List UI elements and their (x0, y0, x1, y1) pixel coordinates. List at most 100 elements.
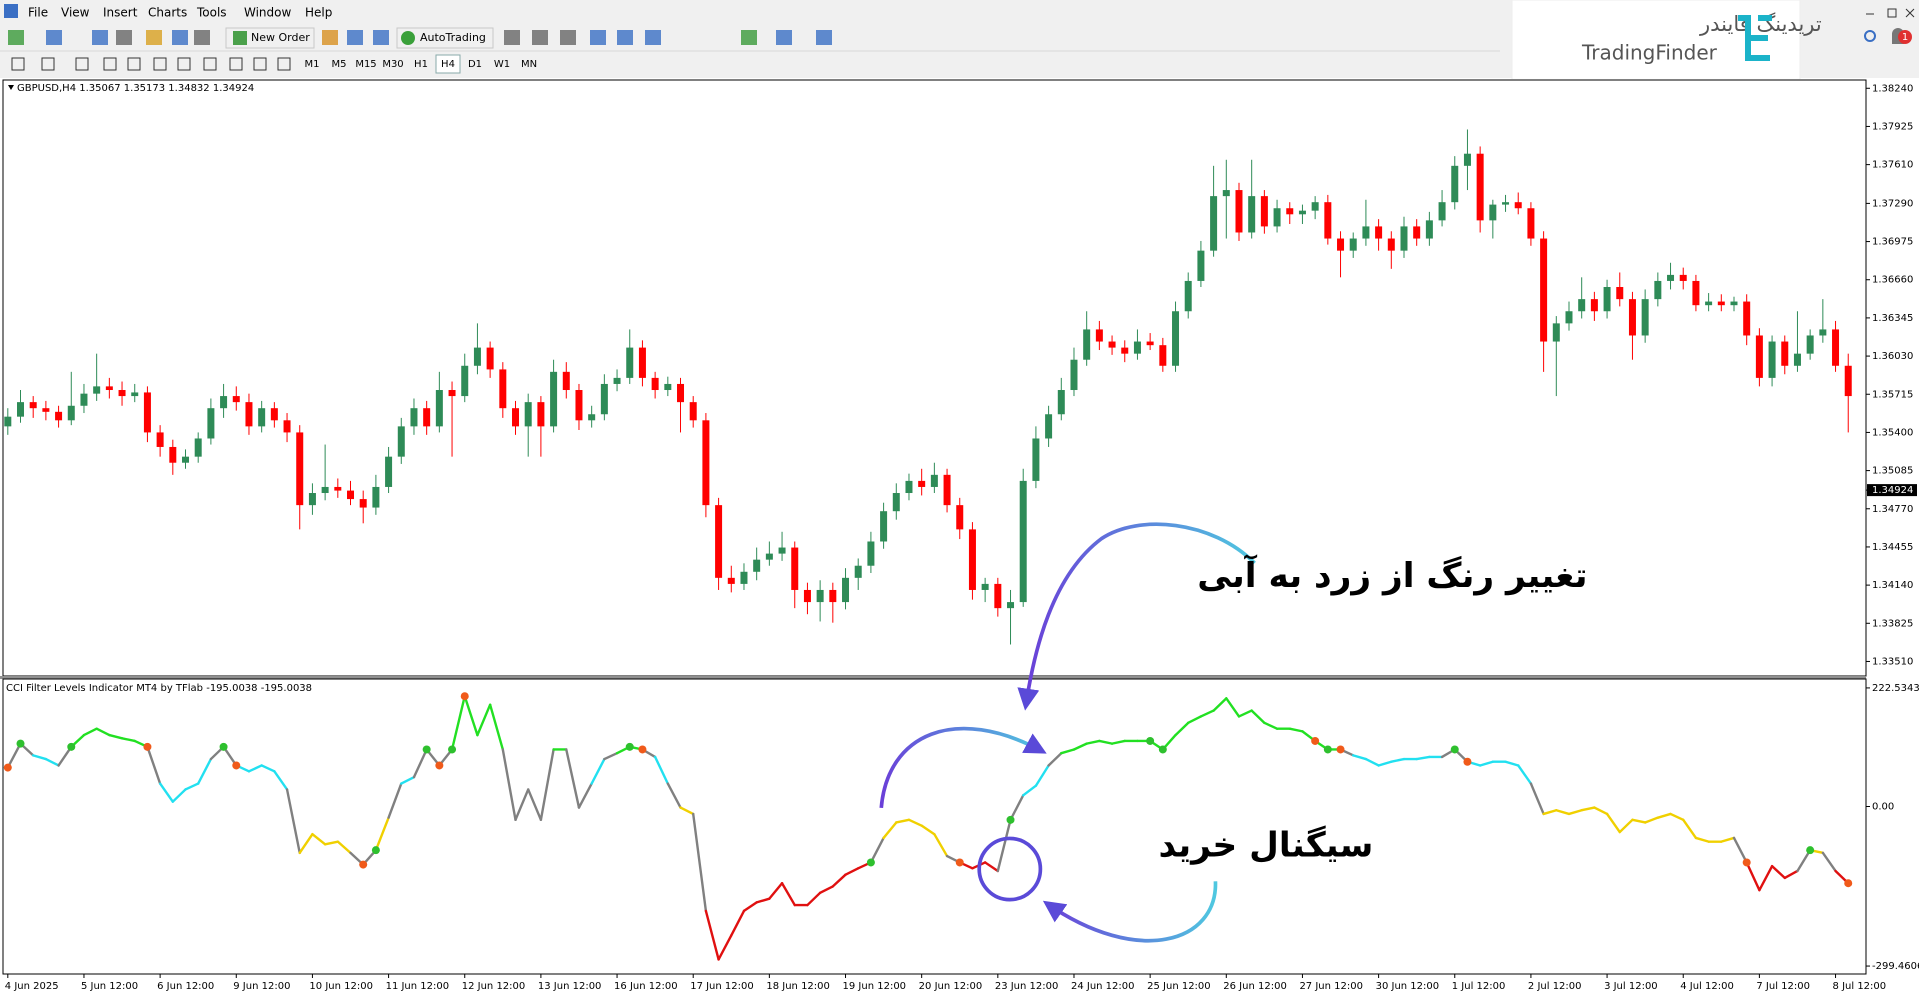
cci-segment (1009, 794, 1025, 822)
x-tick-label: 30 Jun 12:00 (1376, 981, 1440, 992)
drawing-tool[interactable] (75, 57, 89, 71)
timeframe-button[interactable]: M30 (382, 59, 403, 70)
candle-body (842, 577, 850, 603)
menu-item[interactable]: Tools (196, 6, 227, 20)
toolbar-button[interactable] (532, 30, 548, 45)
toolbar-button[interactable] (194, 30, 210, 45)
new-order-button[interactable] (225, 27, 315, 49)
menu-item[interactable]: Insert (103, 6, 138, 20)
indicator-panel (2, 678, 1867, 975)
signal-dot (866, 858, 875, 867)
toolbar-button[interactable] (116, 30, 132, 45)
candle-body (1755, 335, 1763, 378)
x-tick-label: 16 Jun 12:00 (614, 981, 678, 992)
cci-segment (1631, 818, 1647, 824)
timeframe-button[interactable]: W1 (494, 59, 510, 70)
drawing-tool[interactable] (203, 57, 217, 71)
timeframe-button[interactable]: M1 (305, 59, 320, 70)
signal-dot (1450, 745, 1459, 754)
drawing-tool[interactable] (153, 57, 167, 71)
close-button[interactable] (1905, 8, 1915, 18)
drawing-tool[interactable] (11, 57, 25, 71)
toolbar-button[interactable] (504, 30, 520, 45)
cci-segment (1060, 748, 1076, 755)
toolbar-button[interactable] (172, 30, 188, 45)
restore-button[interactable] (1887, 8, 1897, 18)
toolbar-button[interactable] (776, 30, 792, 45)
candle-body (1311, 202, 1319, 211)
cci-segment (920, 824, 936, 836)
x-tick-label: 8 Jul 12:00 (1833, 981, 1887, 992)
candle-body (1819, 329, 1827, 336)
candle-body (182, 456, 190, 463)
candle-body (1095, 329, 1103, 342)
candle-body (105, 386, 113, 391)
signal-dot (638, 745, 647, 754)
menu-item[interactable]: Help (305, 6, 332, 20)
candle-body (550, 371, 558, 427)
drawing-tool[interactable] (177, 57, 191, 71)
cci-segment (1174, 721, 1190, 737)
candle-body (1654, 280, 1662, 300)
y-tick-label: 1.36030 (1872, 351, 1913, 362)
cci-segment (1187, 715, 1203, 725)
toolbar-button[interactable] (590, 30, 606, 45)
candle-body (1616, 287, 1624, 300)
toolbar-button[interactable] (322, 30, 338, 45)
y-tick-label: 1.35400 (1872, 427, 1913, 438)
cci-segment (1072, 742, 1088, 751)
candle-body (1375, 226, 1383, 239)
drawing-tool[interactable] (253, 57, 267, 71)
toolbar-button[interactable] (741, 30, 757, 45)
timeframe-button[interactable]: D1 (468, 59, 482, 70)
candle-body (156, 432, 164, 447)
toolbar-button[interactable] (46, 30, 62, 45)
toolbar-button[interactable] (645, 30, 661, 45)
y-tick-label: 1.33510 (1872, 656, 1913, 667)
toolbar-button[interactable] (347, 30, 363, 45)
candle-body (664, 383, 672, 391)
menu-item[interactable]: View (61, 6, 90, 20)
toolbar-button[interactable] (92, 30, 108, 45)
x-tick-label: 13 Jun 12:00 (538, 981, 602, 992)
signal-dot (1158, 745, 1167, 754)
timeframe-button[interactable]: H4 (441, 59, 455, 70)
signal-dot (448, 745, 457, 754)
drawing-tool[interactable] (229, 57, 243, 71)
cci-segment (1669, 812, 1685, 822)
timeframe-button[interactable]: H1 (414, 59, 428, 70)
cci-segment (514, 788, 530, 822)
y-tick-label: 1.34770 (1872, 504, 1913, 515)
drawing-tool[interactable] (103, 57, 117, 71)
cci-segment (108, 733, 124, 740)
drawing-tool[interactable] (41, 57, 55, 71)
candle-body (867, 541, 875, 566)
candle-body (143, 392, 151, 433)
toolbar-button[interactable] (8, 30, 24, 45)
timeframe-button[interactable]: M15 (355, 59, 376, 70)
toolbar-button[interactable] (617, 30, 633, 45)
toolbar-button[interactable] (146, 30, 162, 45)
candle-body (29, 402, 37, 409)
search-button[interactable] (1864, 30, 1876, 42)
drawing-tool[interactable] (127, 57, 141, 71)
menu-item[interactable]: Charts (148, 6, 187, 20)
candle-body (448, 390, 456, 397)
drawing-tool[interactable] (277, 57, 291, 71)
cci-segment (273, 770, 289, 791)
candle-body (651, 377, 659, 391)
timeframe-button[interactable]: MN (521, 59, 537, 70)
candle-body (1641, 299, 1649, 336)
active-timeframe[interactable] (435, 54, 461, 74)
cci-segment (603, 752, 619, 761)
timeframe-button[interactable]: M5 (332, 59, 347, 70)
autotrading-button[interactable] (396, 27, 494, 49)
menu-item[interactable]: Window (244, 6, 292, 20)
menu-item[interactable]: File (28, 6, 48, 20)
toolbar-button[interactable] (816, 30, 832, 45)
candle-body (765, 553, 773, 560)
x-tick-label: 23 Jun 12:00 (995, 981, 1059, 992)
candle-body (220, 396, 228, 409)
toolbar-button[interactable] (373, 30, 389, 45)
toolbar-button[interactable] (560, 30, 576, 45)
